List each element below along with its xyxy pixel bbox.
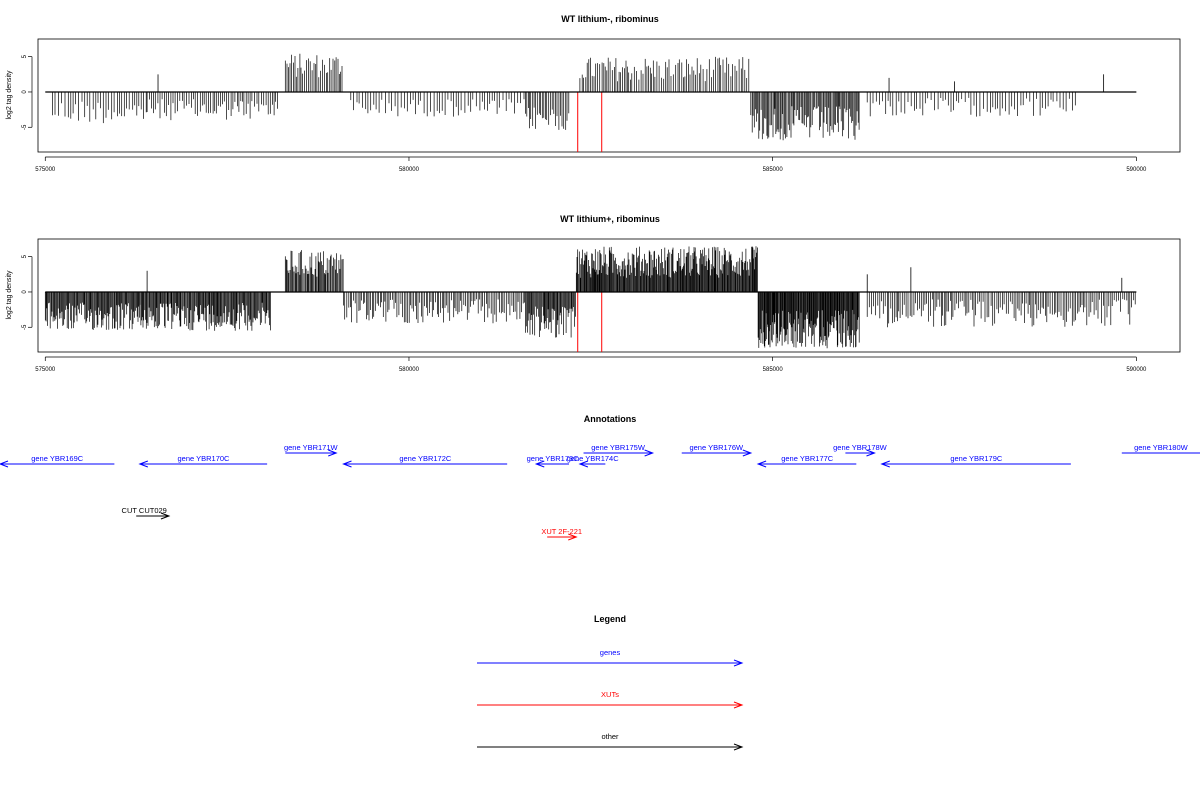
- legend-label: genes: [600, 648, 621, 657]
- x-tick-label: 590000: [1126, 167, 1147, 173]
- feature-arrowhead: [880, 460, 890, 468]
- feature-label: gene YBR171W: [284, 443, 339, 452]
- y-tick-label: -5: [22, 124, 28, 130]
- feature-label: gene YBR179C: [950, 454, 1003, 463]
- y-tick-label: 5: [22, 254, 28, 258]
- feature-arrowhead: [568, 533, 578, 541]
- x-tick-label: 585000: [763, 367, 784, 373]
- feature-arrowhead: [866, 449, 876, 457]
- feature-label: gene YBR175W: [591, 443, 646, 452]
- legend-label: XUTs: [601, 690, 619, 699]
- legend-arrowhead: [733, 743, 744, 751]
- feature-arrowhead: [644, 449, 655, 457]
- feature-label: gene YBR177C: [781, 454, 834, 463]
- annotations-track: Annotations gene YBR169C gene YBR170Cgene…: [0, 414, 1200, 541]
- feature-arrowhead: [328, 449, 338, 457]
- feature-label: gene YBR172C: [399, 454, 452, 463]
- feature-arrowhead: [342, 460, 352, 468]
- legend-items: genes XUTs other: [477, 648, 744, 751]
- feature-arrowhead: [742, 449, 753, 457]
- feature-arrowhead: [138, 460, 149, 468]
- feature-label: CUT CUT029: [122, 506, 167, 515]
- coverage-bars: [44, 246, 1137, 352]
- annotation-features: gene YBR169C gene YBR170C gene YBR171W gene…: [0, 443, 1200, 541]
- x-tick-label: 580000: [399, 167, 420, 173]
- axes: 575000 580000 585000 590000 -5 0 5: [22, 54, 1147, 173]
- coverage-bars: [45, 53, 1137, 152]
- x-tick-label: 575000: [35, 367, 56, 373]
- y-axis-label: log2 tag density: [6, 270, 13, 320]
- plot-frame: [37, 238, 1181, 353]
- track-panel-lithium-plus: WT lithium+, ribominus log2 tag density …: [6, 214, 1181, 373]
- y-tick-label: 5: [22, 54, 28, 58]
- plot-frame: [37, 38, 1181, 153]
- legend: Legend genes XUTs other: [477, 614, 744, 751]
- y-tick-label: 0: [22, 90, 28, 94]
- feature-label: gene YBR170C: [177, 454, 230, 463]
- feature-label: gene YBR178W: [833, 443, 888, 452]
- x-tick-label: 590000: [1126, 367, 1147, 373]
- feature-label: gene YBR173C: [527, 454, 580, 463]
- axes: 575000 580000 585000 590000 -5 0 5: [22, 254, 1147, 373]
- y-axis-label: log2 tag density: [6, 70, 13, 120]
- feature-label: gene YBR169C: [31, 454, 84, 463]
- x-tick-label: 580000: [399, 367, 420, 373]
- feature-label: gene YBR176W: [689, 443, 744, 452]
- feature-label: gene YBR174C: [567, 454, 620, 463]
- feature-arrowhead: [160, 512, 171, 520]
- legend-arrowhead: [733, 659, 744, 667]
- track-panel-lithium-minus: WT lithium-, ribominus log2 tag density …: [6, 14, 1181, 173]
- feature-label: XUT 2F-221: [541, 527, 582, 536]
- feature-label: gene YBR180W: [1134, 443, 1189, 452]
- x-tick-label: 575000: [35, 167, 56, 173]
- feature-arrowhead: [0, 460, 9, 468]
- y-tick-label: -5: [22, 324, 28, 330]
- legend-arrowhead: [733, 701, 744, 709]
- legend-label: other: [601, 732, 619, 741]
- feature-arrowhead: [578, 460, 589, 468]
- x-tick-label: 585000: [763, 167, 784, 173]
- feature-arrowhead: [534, 460, 545, 468]
- annotations-title: Annotations: [584, 414, 637, 424]
- legend-title: Legend: [594, 614, 626, 624]
- feature-arrowhead: [756, 460, 767, 468]
- y-tick-label: 0: [22, 290, 28, 294]
- panel-title: WT lithium-, ribominus: [561, 14, 659, 24]
- panel-title: WT lithium+, ribominus: [560, 214, 660, 224]
